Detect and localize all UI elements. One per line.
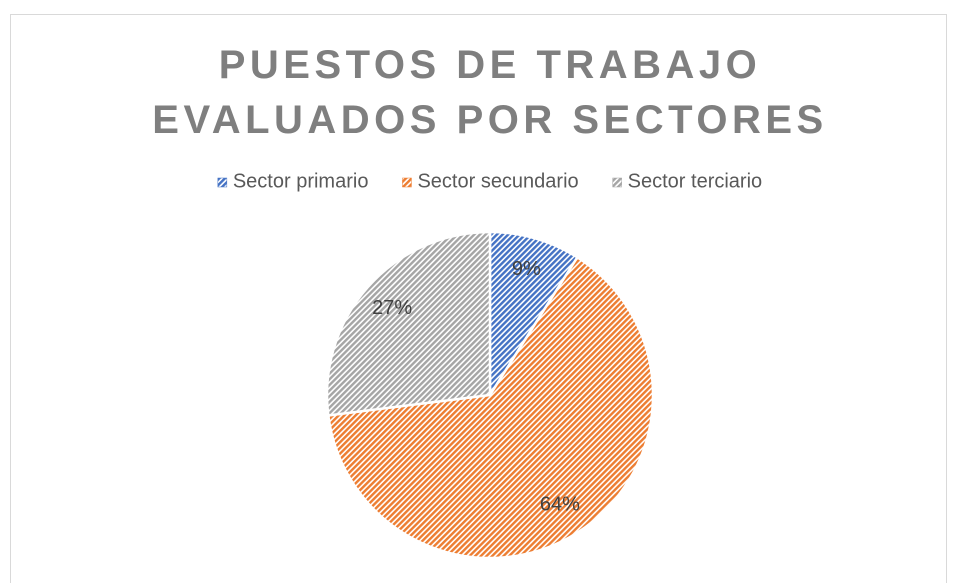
pie-slice (326, 255, 655, 560)
chart-title: PUESTOS DE TRABAJO EVALUADOS POR SECTORE… (152, 43, 828, 142)
pie-slice (488, 230, 580, 400)
legend-swatch (612, 177, 622, 188)
legend-swatch (217, 177, 228, 188)
legend-swatch (402, 177, 412, 188)
data-label: 27% (372, 297, 412, 319)
chart-border (10, 14, 947, 583)
legend-label: Sector primario (233, 170, 369, 192)
legend-label: Sector terciario (628, 170, 763, 192)
data-label: 64% (540, 493, 580, 515)
data-label: 9% (512, 258, 541, 280)
legend-label: Sector secundario (417, 170, 578, 192)
pie-slice (325, 230, 492, 417)
